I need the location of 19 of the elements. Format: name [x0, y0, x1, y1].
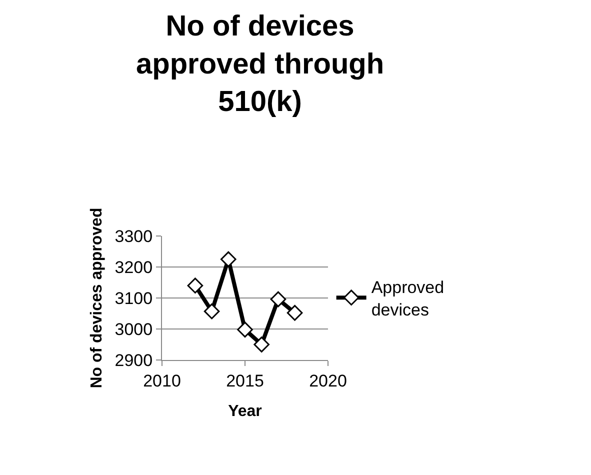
- point: [254, 336, 270, 352]
- point: [204, 303, 220, 320]
- y-tick-label: 3100: [114, 288, 153, 308]
- x-tick-label: 2015: [226, 371, 264, 390]
- chart-title: No of devices approved through 510(k): [136, 10, 384, 118]
- point: [187, 278, 204, 294]
- point: [237, 322, 253, 338]
- x-axis-title: Year: [228, 403, 262, 420]
- legend-label: Approved devices: [371, 278, 444, 320]
- point: [270, 291, 286, 308]
- x-tick-label: 2010: [143, 371, 181, 390]
- x-tick-label: 2020: [309, 371, 347, 390]
- y-tick-label: 2900: [114, 350, 153, 370]
- y-tick-label: 3000: [114, 320, 153, 339]
- y-tick-label: 3200: [114, 258, 153, 277]
- y-axis-title: No of devices approved: [88, 208, 106, 388]
- point: [220, 251, 236, 268]
- y-tick-label: 3300: [114, 226, 153, 246]
- point: [286, 304, 303, 321]
